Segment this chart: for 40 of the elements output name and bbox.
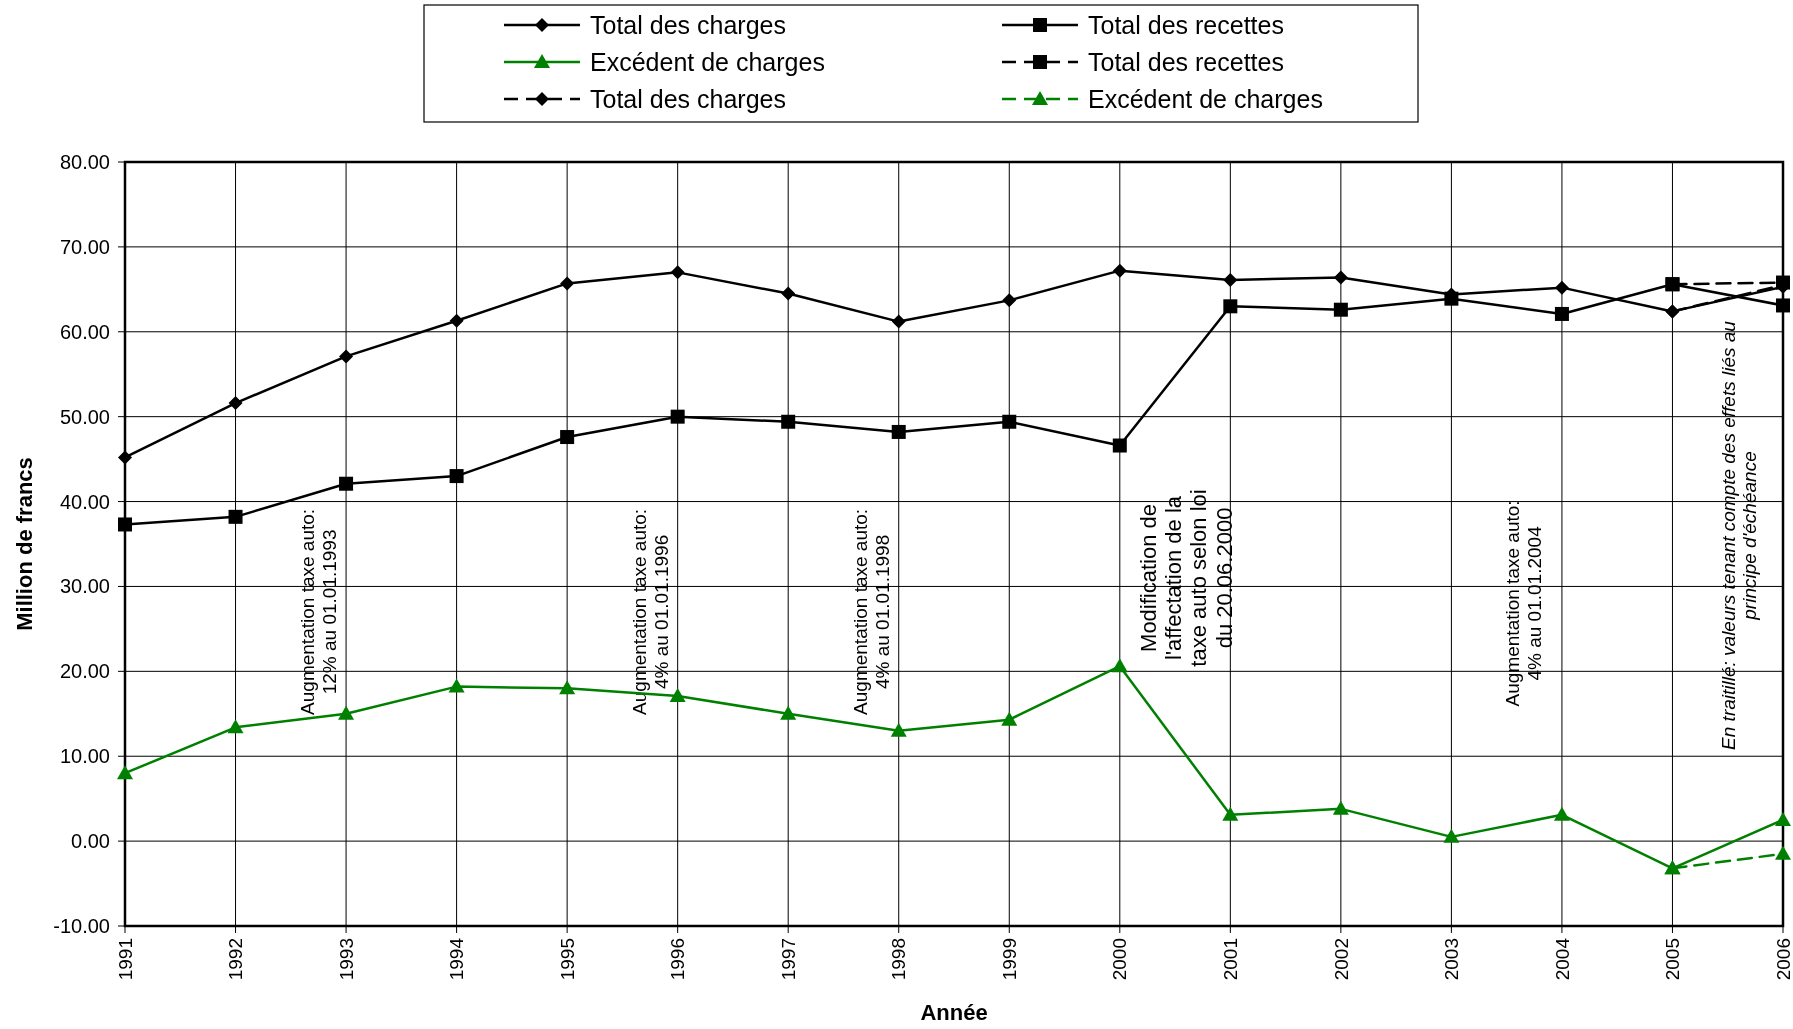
x-axis-title: Année xyxy=(920,1000,988,1025)
y-tick-label: 50.00 xyxy=(59,405,110,428)
legend-label: Total des recettes xyxy=(1088,47,1284,76)
annotation: Augmentation taxe auto: 4% au 01.01.1996 xyxy=(628,508,672,715)
y-tick-label: 0.00 xyxy=(71,830,110,853)
annotation: En traitillé: valeurs tenant compte des effets liés au principe d'échéance xyxy=(1717,320,1761,750)
legend-label: Excédent de charges xyxy=(590,47,825,76)
x-tick-label: 1997 xyxy=(777,938,799,981)
legend-label: Excédent de charges xyxy=(1088,84,1323,113)
y-tick-label: 70.00 xyxy=(59,235,110,258)
x-tick-label: 1999 xyxy=(998,938,1020,981)
y-tick-label: 60.00 xyxy=(59,320,110,343)
legend-label: Total des charges xyxy=(590,10,786,39)
x-tick-label: 2003 xyxy=(1441,938,1463,981)
y-tick-label: 30.00 xyxy=(59,575,110,598)
x-tick-label: 1992 xyxy=(225,938,247,981)
annotation: Augmentation taxe auto: 4% au 01.01.1998 xyxy=(849,508,893,715)
annotation: Augmentation taxe auto: 4% au 01.01.2004 xyxy=(1501,500,1545,707)
x-tick-label: 2004 xyxy=(1551,937,1573,981)
x-tick-label: 2006 xyxy=(1772,938,1793,981)
y-tick-label: 20.00 xyxy=(59,660,110,683)
x-tick-label: 2002 xyxy=(1330,938,1352,981)
x-tick-label: 1996 xyxy=(667,938,689,981)
y-axis-title: Million de francs xyxy=(12,457,37,631)
x-tick-label: 1993 xyxy=(335,938,357,981)
legend-label: Total des charges xyxy=(590,84,786,113)
y-tick-label: -10.00 xyxy=(53,915,110,937)
x-tick-label: 2005 xyxy=(1662,938,1684,981)
y-tick-label: 10.00 xyxy=(59,745,110,768)
annotation: Augmentation taxe auto: 12% au 01.01.1993 xyxy=(297,508,341,715)
x-tick-label: 1995 xyxy=(556,938,578,981)
legend-label: Total des recettes xyxy=(1088,10,1284,39)
x-tick-label: 2000 xyxy=(1109,938,1131,981)
y-tick-label: 40.00 xyxy=(59,490,110,513)
y-tick-label: 80.00 xyxy=(59,151,110,173)
x-tick-label: 1994 xyxy=(446,937,468,981)
x-tick-label: 1998 xyxy=(888,938,910,981)
x-tick-label: 1991 xyxy=(114,938,136,981)
x-tick-label: 2001 xyxy=(1219,938,1241,981)
annotation: Modification de l'affectation de la taxe auto selon loi du 20.06.2000 xyxy=(1135,489,1237,667)
